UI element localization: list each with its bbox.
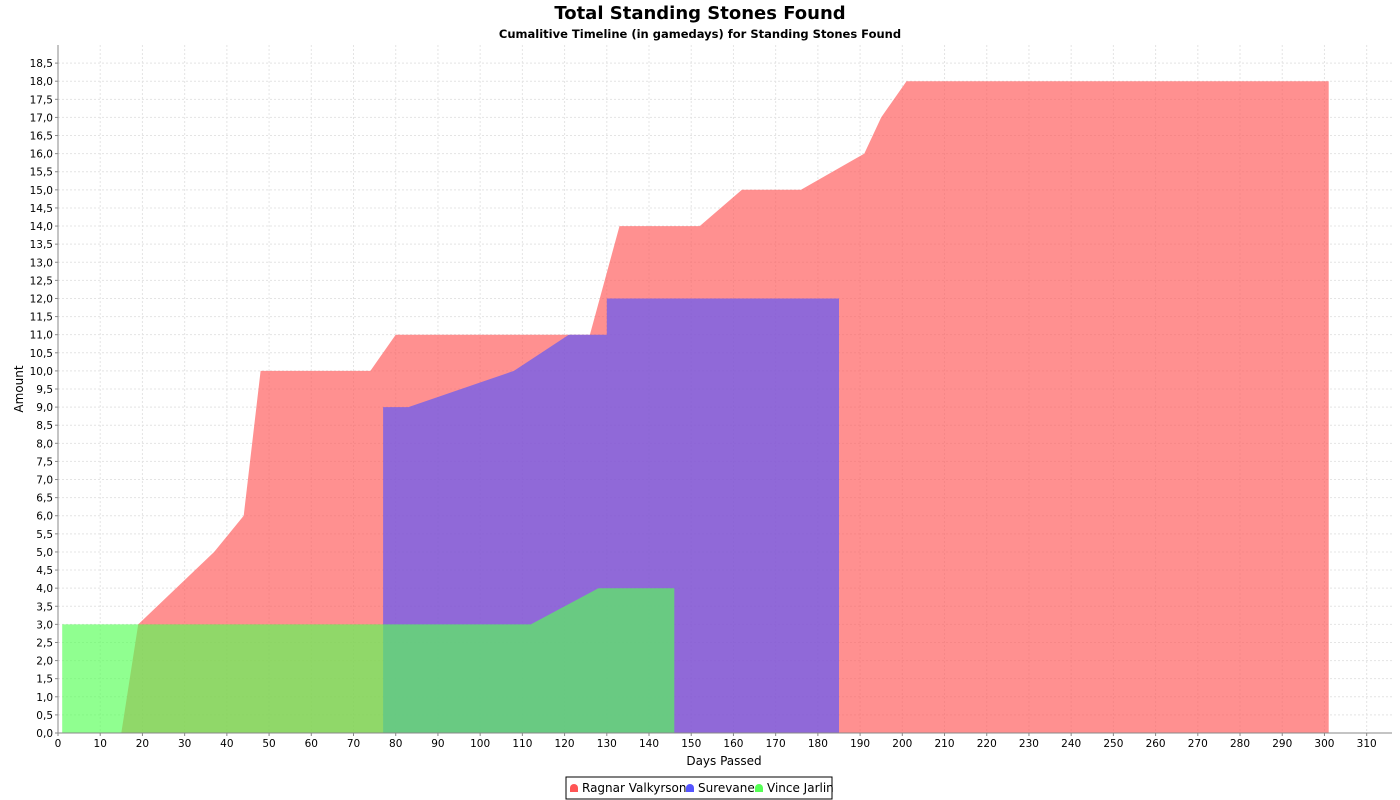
x-tick-label: 200 bbox=[892, 738, 912, 750]
y-tick-label: 18,0 bbox=[30, 76, 53, 88]
y-tick-label: 1,5 bbox=[36, 674, 53, 686]
x-axis-label: Days Passed bbox=[686, 754, 761, 768]
y-tick-label: 4,5 bbox=[36, 565, 53, 577]
series-areas bbox=[62, 81, 1329, 733]
x-tick-label: 90 bbox=[431, 738, 444, 750]
x-tick-label: 110 bbox=[512, 738, 532, 750]
y-tick-label: 3,0 bbox=[36, 619, 53, 631]
y-tick-label: 17,0 bbox=[30, 112, 53, 124]
x-tick-label: 50 bbox=[262, 738, 275, 750]
chart-subtitle: Cumalitive Timeline (in gamedays) for St… bbox=[499, 27, 901, 41]
y-tick-label: 7,0 bbox=[36, 475, 53, 487]
y-tick-label: 0,5 bbox=[36, 710, 53, 722]
x-tick-label: 0 bbox=[55, 738, 62, 750]
x-tick-label: 220 bbox=[977, 738, 997, 750]
y-tick-label: 5,5 bbox=[36, 529, 53, 541]
x-axis-ticks: 0 10 20 30 40 50 60 70 80 90 100 110 120 130 140 150 160… bbox=[55, 733, 1377, 750]
y-tick-label: 8,0 bbox=[36, 438, 53, 450]
x-tick-label: 180 bbox=[808, 738, 828, 750]
legend-swatch-surevane bbox=[686, 784, 694, 792]
y-axis-label: Amount bbox=[12, 365, 26, 412]
y-tick-label: 8,5 bbox=[36, 420, 53, 432]
x-tick-label: 150 bbox=[681, 738, 701, 750]
y-tick-label: 5,0 bbox=[36, 547, 53, 559]
x-tick-label: 240 bbox=[1061, 738, 1081, 750]
y-tick-label: 6,5 bbox=[36, 493, 53, 505]
x-tick-label: 260 bbox=[1146, 738, 1166, 750]
y-tick-label: 14,5 bbox=[30, 203, 53, 215]
chart-title: Total Standing Stones Found bbox=[554, 3, 845, 24]
y-tick-label: 13,0 bbox=[30, 257, 53, 269]
x-tick-label: 120 bbox=[555, 738, 575, 750]
legend-swatch-vince-jarlin bbox=[755, 784, 763, 792]
y-tick-label: 9,5 bbox=[36, 384, 53, 396]
y-tick-label: 11,5 bbox=[30, 312, 53, 324]
x-tick-label: 310 bbox=[1357, 738, 1377, 750]
legend-label-vince-jarlin: Vince Jarlin bbox=[767, 781, 834, 795]
x-tick-label: 210 bbox=[934, 738, 954, 750]
x-tick-label: 60 bbox=[305, 738, 318, 750]
x-tick-label: 10 bbox=[94, 738, 107, 750]
y-tick-label: 10,0 bbox=[30, 366, 53, 378]
y-tick-label: 14,0 bbox=[30, 221, 53, 233]
legend: Ragnar Valkyrson Surevane Vince Jarlin bbox=[565, 776, 834, 800]
y-tick-label: 3,5 bbox=[36, 601, 53, 613]
x-tick-label: 30 bbox=[178, 738, 191, 750]
series-area-surevane bbox=[383, 298, 839, 733]
x-tick-label: 80 bbox=[389, 738, 402, 750]
y-tick-label: 15,5 bbox=[30, 167, 53, 179]
y-tick-label: 1,0 bbox=[36, 692, 53, 704]
x-tick-label: 270 bbox=[1188, 738, 1208, 750]
y-tick-label: 13,5 bbox=[30, 239, 53, 251]
x-tick-label: 250 bbox=[1103, 738, 1123, 750]
x-tick-label: 280 bbox=[1230, 738, 1250, 750]
x-tick-label: 40 bbox=[220, 738, 233, 750]
y-tick-label: 16,0 bbox=[30, 149, 53, 161]
legend-label-surevane: Surevane bbox=[698, 781, 755, 795]
y-tick-label: 12,0 bbox=[30, 293, 53, 305]
y-tick-label: 16,5 bbox=[30, 131, 53, 143]
y-tick-label: 10,5 bbox=[30, 348, 53, 360]
x-tick-label: 20 bbox=[136, 738, 149, 750]
x-tick-label: 160 bbox=[723, 738, 743, 750]
x-tick-label: 300 bbox=[1314, 738, 1334, 750]
y-tick-label: 12,5 bbox=[30, 275, 53, 287]
legend-label-ragnar-valkyrson: Ragnar Valkyrson bbox=[582, 781, 686, 795]
series-area-vince-jarlin bbox=[62, 588, 675, 733]
y-tick-label: 9,0 bbox=[36, 402, 53, 414]
legend-swatch-ragnar-valkyrson bbox=[570, 784, 578, 792]
x-tick-label: 70 bbox=[347, 738, 360, 750]
x-tick-label: 140 bbox=[639, 738, 659, 750]
x-tick-label: 290 bbox=[1272, 738, 1292, 750]
y-tick-label: 6,0 bbox=[36, 511, 53, 523]
y-tick-label: 2,0 bbox=[36, 656, 53, 668]
x-tick-label: 190 bbox=[850, 738, 870, 750]
y-tick-label: 4,0 bbox=[36, 583, 53, 595]
y-tick-label: 0,0 bbox=[36, 728, 53, 740]
x-tick-label: 100 bbox=[470, 738, 490, 750]
y-tick-label: 15,0 bbox=[30, 185, 53, 197]
y-tick-label: 17,5 bbox=[30, 94, 53, 106]
legend-box bbox=[565, 776, 833, 800]
x-tick-label: 170 bbox=[766, 738, 786, 750]
y-axis-ticks: 0,0 0,5 1,0 1,5 2,0 2,5 3,0 3,5 4,0 4,5 5,0 5,5 6,0 6… bbox=[30, 58, 58, 740]
y-tick-label: 7,5 bbox=[36, 456, 53, 468]
x-tick-label: 230 bbox=[1019, 738, 1039, 750]
x-tick-label: 130 bbox=[597, 738, 617, 750]
y-tick-label: 18,5 bbox=[30, 58, 53, 70]
y-tick-label: 11,0 bbox=[30, 330, 53, 342]
y-tick-label: 2,5 bbox=[36, 637, 53, 649]
